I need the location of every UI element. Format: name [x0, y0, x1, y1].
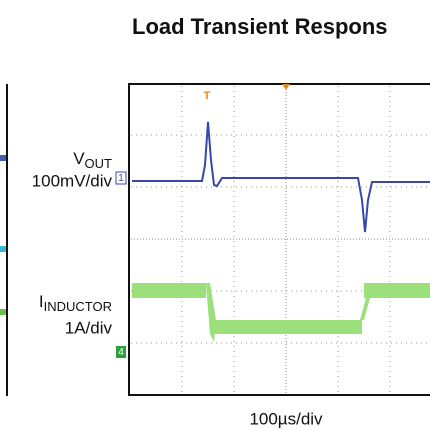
- channel-marker: [116, 346, 126, 358]
- channel-scale: 100mV/div: [32, 171, 113, 190]
- vout-trace: [132, 121, 430, 233]
- trigger-marker: T: [204, 90, 211, 102]
- channel-scale: 1A/div: [65, 318, 113, 337]
- channel-subscript: OUT: [85, 156, 113, 171]
- title: Load Transient Respons: [132, 14, 388, 39]
- channel-marker-label: 4: [118, 347, 124, 358]
- left-marker: [0, 155, 6, 161]
- channel-marker-label: 1: [118, 173, 124, 184]
- channel-label: IINDUCTOR: [39, 292, 112, 314]
- channel-symbol: I: [39, 292, 44, 311]
- inductor-trace: [132, 283, 430, 342]
- channel-marker: [115, 171, 127, 185]
- trigger-position: [282, 84, 290, 90]
- time-scale: 100µs/div: [249, 409, 323, 428]
- left-marker: [0, 246, 6, 252]
- scope-frame: [128, 83, 430, 396]
- grid: [131, 86, 430, 394]
- channel-label: VOUT: [73, 149, 112, 171]
- channel-subscript: INDUCTOR: [44, 299, 112, 314]
- channel-symbol: V: [73, 149, 85, 168]
- left-marker: [0, 309, 6, 315]
